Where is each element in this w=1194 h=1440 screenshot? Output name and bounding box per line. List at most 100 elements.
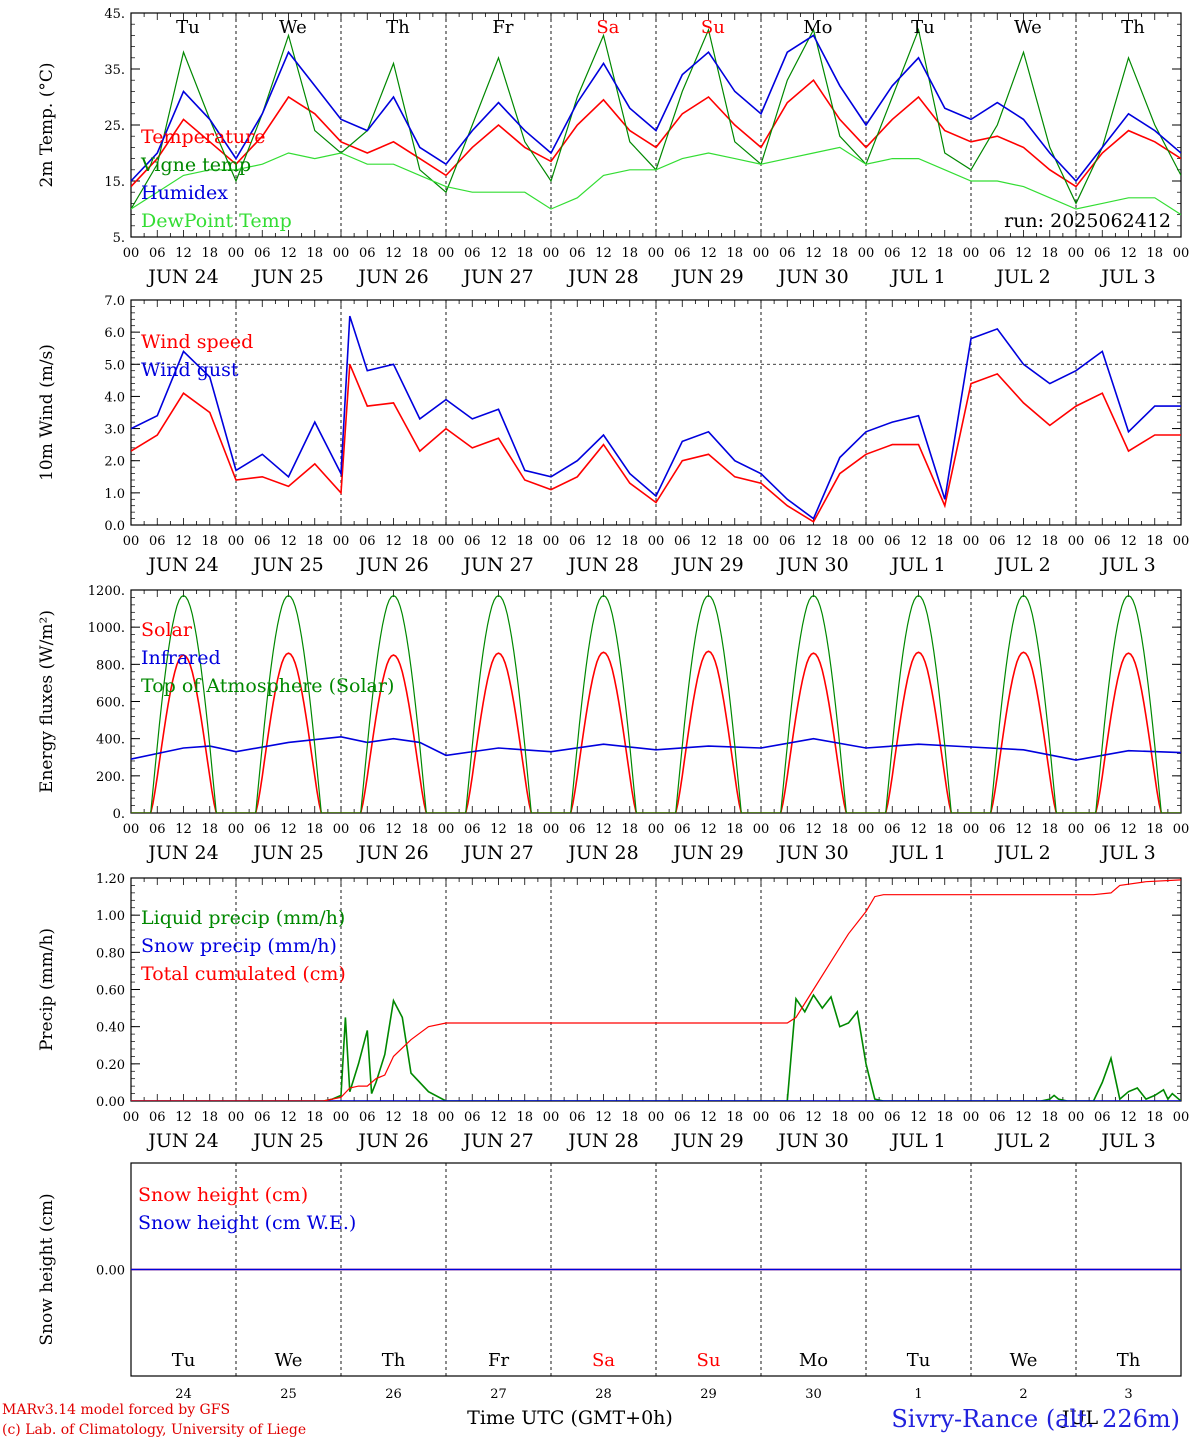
x-hour-label: 06 <box>884 534 901 549</box>
x-hour-label: 18 <box>411 822 428 837</box>
x-hour-label: 06 <box>254 534 271 549</box>
x-date-label: JUL 3 <box>1099 554 1155 576</box>
y-tick-label: 35. <box>104 63 125 78</box>
x-hour-label: 06 <box>359 822 376 837</box>
series-line-temperature <box>131 79 1181 188</box>
x-hour-label: 18 <box>201 1110 218 1125</box>
weekday-label: Su <box>701 17 725 38</box>
x-hour-label: 00 <box>543 246 560 261</box>
x-hour-label: 12 <box>910 534 927 549</box>
x-date-label: JUN 25 <box>251 266 323 288</box>
series-line-humidex <box>131 34 1181 183</box>
day-number-label: 26 <box>385 1387 402 1402</box>
x-hour-label: 00 <box>1068 822 1085 837</box>
x-date-label: JUN 30 <box>776 1130 848 1152</box>
day-number-label: 28 <box>595 1387 612 1402</box>
footer-copyright: (c) Lab. of Climatology, University of L… <box>2 1422 306 1438</box>
y-tick-label: 800. <box>96 658 125 673</box>
x-hour-label: 12 <box>700 822 717 837</box>
x-hour-label: 18 <box>1146 1110 1163 1125</box>
weekday-label: Tu <box>172 1350 196 1371</box>
x-date-label: JUN 28 <box>566 554 638 576</box>
x-date-label: JUN 26 <box>356 1130 428 1152</box>
x-hour-label: 00 <box>333 246 350 261</box>
y-tick-label: 25. <box>104 119 125 134</box>
weekday-label: Fr <box>488 1350 509 1371</box>
x-hour-label: 18 <box>201 246 218 261</box>
x-hour-label: 12 <box>700 534 717 549</box>
x-hour-label: 12 <box>805 1110 822 1125</box>
x-hour-label: 18 <box>201 534 218 549</box>
x-hour-label: 00 <box>543 1110 560 1125</box>
x-hour-label: 00 <box>333 534 350 549</box>
x-hour-label: 00 <box>648 534 665 549</box>
x-hour-label: 18 <box>516 1110 533 1125</box>
x-hour-label: 06 <box>464 246 481 261</box>
day-number-label: 30 <box>805 1387 822 1402</box>
x-hour-label: 00 <box>1068 1110 1085 1125</box>
x-hour-label: 06 <box>149 534 166 549</box>
x-date-label: JUN 28 <box>566 266 638 288</box>
y-tick-label: 0.0 <box>104 519 125 534</box>
day-number-label: 3 <box>1124 1387 1132 1402</box>
x-date-label: JUL 3 <box>1099 842 1155 864</box>
x-hour-label: 06 <box>569 246 586 261</box>
x-hour-label: 00 <box>1173 822 1190 837</box>
panel-wind <box>130 299 1182 526</box>
x-hour-label: 00 <box>648 822 665 837</box>
x-date-label: JUN 26 <box>356 266 428 288</box>
x-hour-label: 00 <box>228 246 245 261</box>
x-hour-label: 18 <box>411 246 428 261</box>
y-tick-label: 0.20 <box>96 1058 125 1073</box>
y-tick-label: 1.20 <box>96 872 125 887</box>
y-axis-label: 2m Temp. (°C) <box>37 62 57 187</box>
x-hour-label: 12 <box>175 534 192 549</box>
x-hour-label: 00 <box>858 1110 875 1125</box>
y-tick-label: 2.0 <box>104 455 125 470</box>
weekday-label: Th <box>382 1350 406 1371</box>
x-date-label: JUN 24 <box>146 842 218 864</box>
x-hour-label: 00 <box>123 246 140 261</box>
series-line-wind-gust <box>131 315 1181 520</box>
x-hour-label: 00 <box>858 822 875 837</box>
x-hour-label: 00 <box>438 1110 455 1125</box>
x-hour-label: 12 <box>1015 822 1032 837</box>
y-tick-label: 0.00 <box>96 1264 125 1279</box>
x-date-label: JUN 27 <box>461 554 533 576</box>
x-hour-label: 12 <box>490 246 507 261</box>
x-hour-label: 18 <box>621 534 638 549</box>
series-line-solar <box>131 650 1181 813</box>
x-hour-label: 12 <box>280 534 297 549</box>
y-tick-label: 7.0 <box>104 294 125 309</box>
x-axis-label: Time UTC (GMT+0h) <box>467 1407 673 1429</box>
x-hour-label: 12 <box>805 246 822 261</box>
weekday-label: Th <box>1121 17 1145 38</box>
x-hour-label: 12 <box>175 1110 192 1125</box>
x-axis-label-month: JUL <box>1060 1407 1099 1429</box>
x-date-label: JUN 30 <box>776 266 848 288</box>
x-hour-label: 06 <box>464 1110 481 1125</box>
x-hour-label: 00 <box>963 534 980 549</box>
x-hour-label: 06 <box>779 1110 796 1125</box>
x-hour-label: 00 <box>1173 246 1190 261</box>
x-hour-label: 18 <box>1041 822 1058 837</box>
y-axis-label: Snow height (cm) <box>37 1193 57 1345</box>
series-line-wind-speed <box>131 363 1181 523</box>
x-hour-label: 06 <box>674 246 691 261</box>
x-date-label: JUN 26 <box>356 842 428 864</box>
x-hour-label: 12 <box>175 246 192 261</box>
x-hour-label: 06 <box>884 246 901 261</box>
panel-energy <box>130 589 1182 814</box>
x-hour-label: 12 <box>280 822 297 837</box>
weekday-label: Fr <box>492 17 513 38</box>
x-date-label: JUN 26 <box>356 554 428 576</box>
x-date-label: JUL 1 <box>889 1130 945 1152</box>
x-date-label: JUL 1 <box>889 266 945 288</box>
y-axis-label: 10m Wind (m/s) <box>37 344 57 481</box>
x-date-label: JUN 29 <box>671 266 743 288</box>
x-hour-label: 00 <box>228 1110 245 1125</box>
x-hour-label: 06 <box>359 246 376 261</box>
x-hour-label: 18 <box>831 534 848 549</box>
x-hour-label: 00 <box>963 822 980 837</box>
panel-snow <box>130 1162 1182 1377</box>
